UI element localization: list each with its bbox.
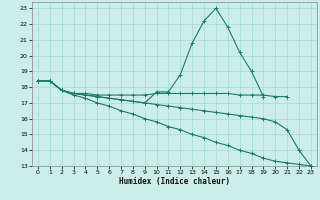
- X-axis label: Humidex (Indice chaleur): Humidex (Indice chaleur): [119, 177, 230, 186]
